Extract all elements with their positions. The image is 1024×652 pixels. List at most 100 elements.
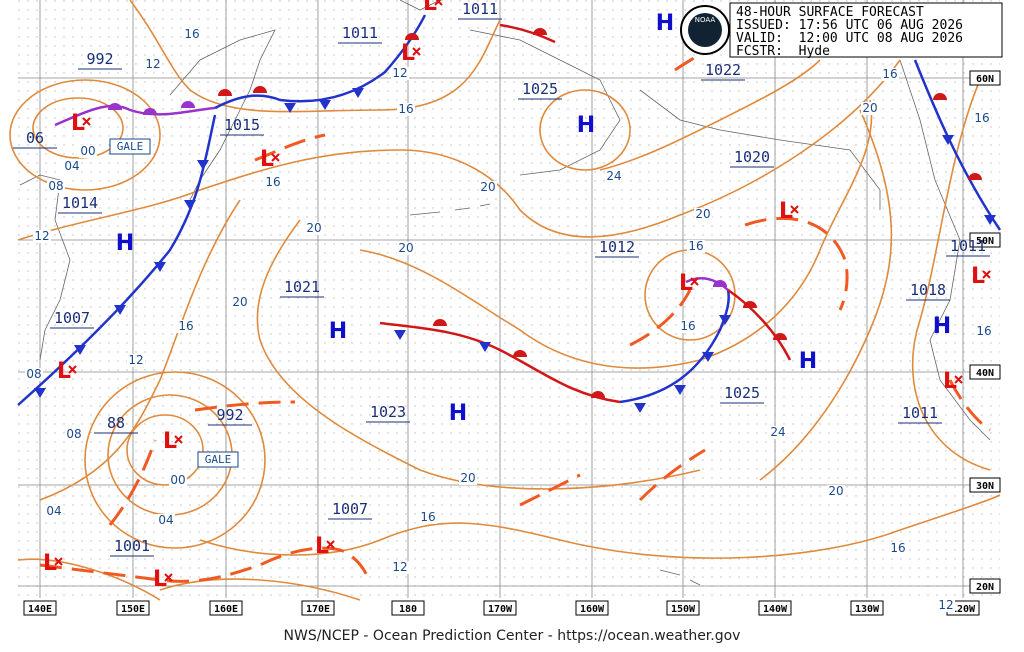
isobar-label-bg (973, 112, 991, 125)
warm-front-barb (591, 391, 605, 398)
isobar-label: 16 (184, 27, 199, 41)
high-center: H (329, 319, 347, 344)
warm-front-barb (253, 86, 267, 93)
isobar-label: 16 (976, 324, 991, 338)
gale-label: GALE (205, 453, 232, 466)
isobar-label-bg (231, 296, 249, 309)
lat-label-box (969, 578, 1001, 594)
pressure-label: 1021 (284, 278, 320, 296)
logo-inner (688, 13, 722, 47)
low-x (82, 117, 91, 126)
gale-box (109, 138, 151, 155)
cold-front-barb (284, 103, 296, 113)
lon-label-box (666, 600, 700, 616)
high-center: H (449, 401, 467, 426)
lat-label: 20N (976, 582, 994, 593)
cold-front-barb (394, 330, 406, 340)
low-x (68, 365, 77, 374)
isobar-label: 04 (46, 504, 61, 518)
pressure-label: 1018 (910, 281, 946, 299)
pressure-label: 1015 (224, 116, 260, 134)
low-center: L (401, 41, 415, 66)
cold-front-barb (34, 388, 46, 398)
isobar-label-bg (183, 28, 201, 41)
pressure-label: 1020 (734, 148, 770, 166)
low-center: L (71, 111, 85, 136)
lon-label-box (116, 600, 150, 616)
isobar-label: 00 (170, 473, 185, 487)
isobar-label-bg (157, 514, 175, 527)
pressure-label: 1001 (114, 537, 150, 555)
isobar-label: 16 (265, 175, 280, 189)
occluded-barb (713, 280, 727, 287)
isobar-label: 20 (232, 295, 247, 309)
isobar-label: 20 (306, 221, 321, 235)
isobar-label: 20 (460, 471, 475, 485)
low-center: L (315, 534, 329, 559)
isobar-label: 16 (882, 67, 897, 81)
pressure-label: 1011 (950, 237, 986, 255)
cold-front-barb (184, 200, 196, 210)
fronts (17, 14, 1002, 413)
header-forecaster: FCSTR: Hyde (736, 44, 830, 59)
low-x (412, 47, 421, 56)
low-center: L (679, 271, 693, 296)
low-center: L (943, 369, 957, 394)
low-x (54, 557, 63, 566)
lon-label: 170W (488, 604, 513, 615)
low-x (690, 277, 699, 286)
isobar-label: 16 (890, 541, 905, 555)
high-center: H (577, 113, 595, 138)
isobar-label-bg (419, 511, 437, 524)
cold-front-barb (479, 342, 491, 352)
lon-label: 150W (671, 604, 696, 615)
isobar-label-bg (889, 542, 907, 555)
header-box (729, 2, 1003, 58)
low-center: L (57, 359, 71, 384)
low-x (326, 540, 335, 549)
low-x (434, 0, 443, 6)
pressure-label: 992 (216, 406, 243, 424)
high-center: H (933, 314, 951, 339)
lon-label-box (758, 600, 792, 616)
low-center: L (43, 551, 57, 576)
labels: 140E 150E 160E 170E 180 170W 160W 150W 140W 130W 1… (13, 0, 1001, 616)
isobar-label-bg (679, 320, 697, 333)
isobar-label: 12 (145, 57, 160, 71)
pressure-label: 1007 (332, 500, 368, 518)
low-x (982, 270, 991, 279)
grid (18, 0, 1000, 598)
isobar-label: 16 (178, 319, 193, 333)
isobar-label: 16 (420, 510, 435, 524)
isobar-label: 24 (770, 425, 785, 439)
low-center: L (423, 0, 437, 16)
isobar-label: 24 (606, 169, 621, 183)
warm-front-barb (743, 301, 757, 308)
warm-front-barb (405, 33, 419, 40)
pressure-label: 1011 (902, 404, 938, 422)
low-center: L (779, 199, 793, 224)
lat-label-box (969, 364, 1001, 380)
header-title: 48-HOUR SURFACE FORECAST (736, 5, 924, 20)
cold-front-barb (719, 315, 731, 325)
isobar-label: 16 (680, 319, 695, 333)
isobar-label: 16 (974, 111, 989, 125)
lon-label: 130W (855, 604, 880, 615)
low-center: L (153, 567, 167, 592)
isobar-label-bg (937, 599, 955, 612)
lon-label: 160W (580, 604, 605, 615)
pressure-label: 1014 (62, 194, 98, 212)
pressure-label: 06 (26, 129, 44, 147)
cold-front-barb (352, 88, 364, 98)
cold-front-barb (197, 160, 209, 170)
low-x (174, 435, 183, 444)
warm-front-barb (433, 319, 447, 326)
isobar-label-bg (144, 58, 162, 71)
high-center: H (116, 231, 134, 256)
isobar-label-bg (694, 208, 712, 221)
gale-label: GALE (117, 140, 144, 153)
isobar-label-bg (391, 561, 409, 574)
isobar-label: 20 (695, 207, 710, 221)
pressure-label: 1025 (724, 384, 760, 402)
low-center: L (971, 264, 985, 289)
